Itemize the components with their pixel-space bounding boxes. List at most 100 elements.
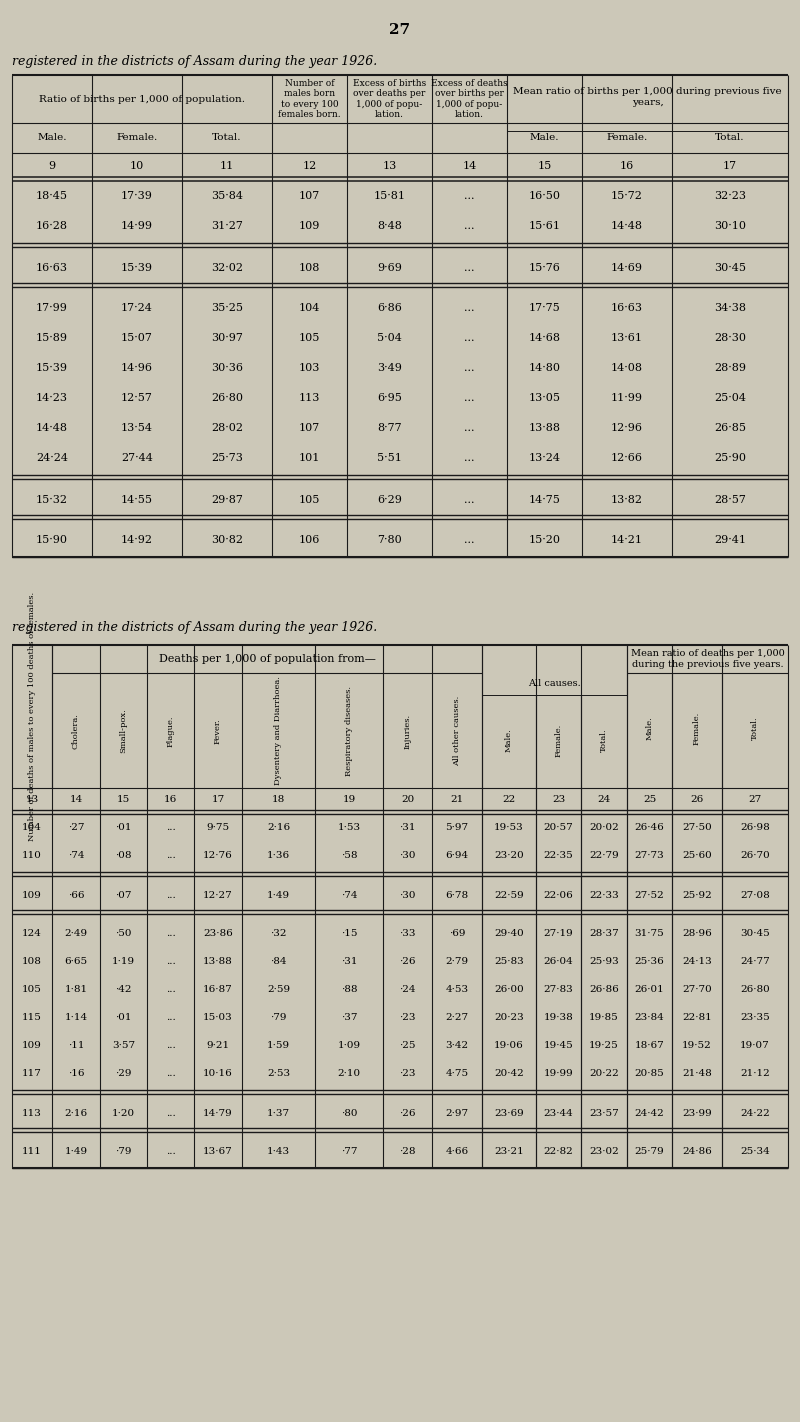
Text: ·25: ·25 xyxy=(399,1041,416,1051)
Text: 13·88: 13·88 xyxy=(203,957,233,967)
Text: Male.: Male. xyxy=(38,134,66,142)
Text: 105: 105 xyxy=(299,333,320,343)
Text: 111: 111 xyxy=(22,1148,42,1156)
Text: 29·87: 29·87 xyxy=(211,495,243,505)
Text: ...: ... xyxy=(464,191,474,201)
Text: 23·57: 23·57 xyxy=(589,1109,619,1119)
Text: 27: 27 xyxy=(390,23,410,37)
Text: ...: ... xyxy=(464,392,474,402)
Text: 14·48: 14·48 xyxy=(611,220,643,230)
Text: Injuries.: Injuries. xyxy=(403,714,411,748)
Text: ...: ... xyxy=(464,495,474,505)
Text: 15·89: 15·89 xyxy=(36,333,68,343)
Text: ·50: ·50 xyxy=(115,930,132,939)
Text: 30·36: 30·36 xyxy=(211,363,243,373)
Text: ·31: ·31 xyxy=(341,957,358,967)
Text: 20: 20 xyxy=(401,795,414,805)
Text: 14·96: 14·96 xyxy=(121,363,153,373)
Text: 6·78: 6·78 xyxy=(446,892,469,900)
Text: 23·99: 23·99 xyxy=(682,1109,712,1119)
Text: 13: 13 xyxy=(26,795,38,805)
Text: 6·65: 6·65 xyxy=(65,957,87,967)
Text: 4·53: 4·53 xyxy=(446,985,469,994)
Text: 15·90: 15·90 xyxy=(36,535,68,545)
Text: 5·04: 5·04 xyxy=(377,333,402,343)
Text: 25·04: 25·04 xyxy=(714,392,746,402)
Text: 32·02: 32·02 xyxy=(211,263,243,273)
Text: ·37: ·37 xyxy=(341,1014,358,1022)
Text: 26·85: 26·85 xyxy=(714,422,746,434)
Text: 16: 16 xyxy=(620,161,634,171)
Text: 12·76: 12·76 xyxy=(203,852,233,860)
Text: ·74: ·74 xyxy=(341,892,358,900)
Text: 35·84: 35·84 xyxy=(211,191,243,201)
Text: Fever.: Fever. xyxy=(214,718,222,744)
Text: 28·02: 28·02 xyxy=(211,422,243,434)
Text: 15·39: 15·39 xyxy=(36,363,68,373)
Text: ·79: ·79 xyxy=(115,1148,132,1156)
Text: ·24: ·24 xyxy=(399,985,416,994)
Text: 29·40: 29·40 xyxy=(494,930,524,939)
Text: 106: 106 xyxy=(299,535,320,545)
Text: 23·35: 23·35 xyxy=(740,1014,770,1022)
Text: ·30: ·30 xyxy=(399,892,416,900)
Text: 2·49: 2·49 xyxy=(65,930,87,939)
Text: 105: 105 xyxy=(22,985,42,994)
Text: 25·34: 25·34 xyxy=(740,1148,770,1156)
Text: ...: ... xyxy=(166,1069,175,1078)
Text: 14·92: 14·92 xyxy=(121,535,153,545)
Text: 25·93: 25·93 xyxy=(589,957,619,967)
Text: 4·75: 4·75 xyxy=(446,1069,469,1078)
Text: 11: 11 xyxy=(220,161,234,171)
Text: 15·32: 15·32 xyxy=(36,495,68,505)
Text: Male.: Male. xyxy=(505,728,513,752)
Text: ·26: ·26 xyxy=(399,957,416,967)
Text: 17: 17 xyxy=(211,795,225,805)
Text: 18·67: 18·67 xyxy=(634,1041,664,1051)
Text: 26·01: 26·01 xyxy=(634,985,664,994)
Text: 24·86: 24·86 xyxy=(682,1148,712,1156)
Text: 17·39: 17·39 xyxy=(121,191,153,201)
Text: 30·97: 30·97 xyxy=(211,333,243,343)
Text: 25·90: 25·90 xyxy=(714,454,746,464)
Text: 14: 14 xyxy=(462,161,477,171)
Text: 15·72: 15·72 xyxy=(611,191,643,201)
Text: Female.: Female. xyxy=(116,134,158,142)
Text: 25·92: 25·92 xyxy=(682,892,712,900)
Text: registered in the districts of Assam during the year 1926.: registered in the districts of Assam dur… xyxy=(12,55,378,68)
Text: 105: 105 xyxy=(299,495,320,505)
Text: 30·45: 30·45 xyxy=(714,263,746,273)
Text: 10: 10 xyxy=(130,161,144,171)
Text: ...: ... xyxy=(166,957,175,967)
Text: 23·44: 23·44 xyxy=(544,1109,574,1119)
Text: 103: 103 xyxy=(299,363,320,373)
Text: 19·53: 19·53 xyxy=(494,823,524,832)
Text: 25·60: 25·60 xyxy=(682,852,712,860)
Text: 22·79: 22·79 xyxy=(589,852,619,860)
Text: Total.: Total. xyxy=(212,134,242,142)
Text: 15·03: 15·03 xyxy=(203,1014,233,1022)
Text: 12·66: 12·66 xyxy=(611,454,643,464)
Text: 28·89: 28·89 xyxy=(714,363,746,373)
Text: Female.: Female. xyxy=(606,134,648,142)
Text: 29·41: 29·41 xyxy=(714,535,746,545)
Text: ·01: ·01 xyxy=(115,1014,132,1022)
Text: 14·55: 14·55 xyxy=(121,495,153,505)
Text: 3·49: 3·49 xyxy=(377,363,402,373)
Text: 14: 14 xyxy=(70,795,82,805)
Text: 9·21: 9·21 xyxy=(206,1041,230,1051)
Text: 16·50: 16·50 xyxy=(529,191,561,201)
Text: ·08: ·08 xyxy=(115,852,132,860)
Text: ...: ... xyxy=(166,930,175,939)
Text: 25·83: 25·83 xyxy=(494,957,524,967)
Text: ·23: ·23 xyxy=(399,1014,416,1022)
Text: Number of deaths of males to every 100 deaths of females.: Number of deaths of males to every 100 d… xyxy=(28,592,36,840)
Text: 14·08: 14·08 xyxy=(611,363,643,373)
Text: Female.: Female. xyxy=(693,711,701,745)
Text: 6·94: 6·94 xyxy=(446,852,469,860)
Text: 18: 18 xyxy=(272,795,285,805)
Text: 1·19: 1·19 xyxy=(112,957,135,967)
Text: 15·20: 15·20 xyxy=(529,535,561,545)
Text: ·66: ·66 xyxy=(68,892,84,900)
Text: 6·95: 6·95 xyxy=(377,392,402,402)
